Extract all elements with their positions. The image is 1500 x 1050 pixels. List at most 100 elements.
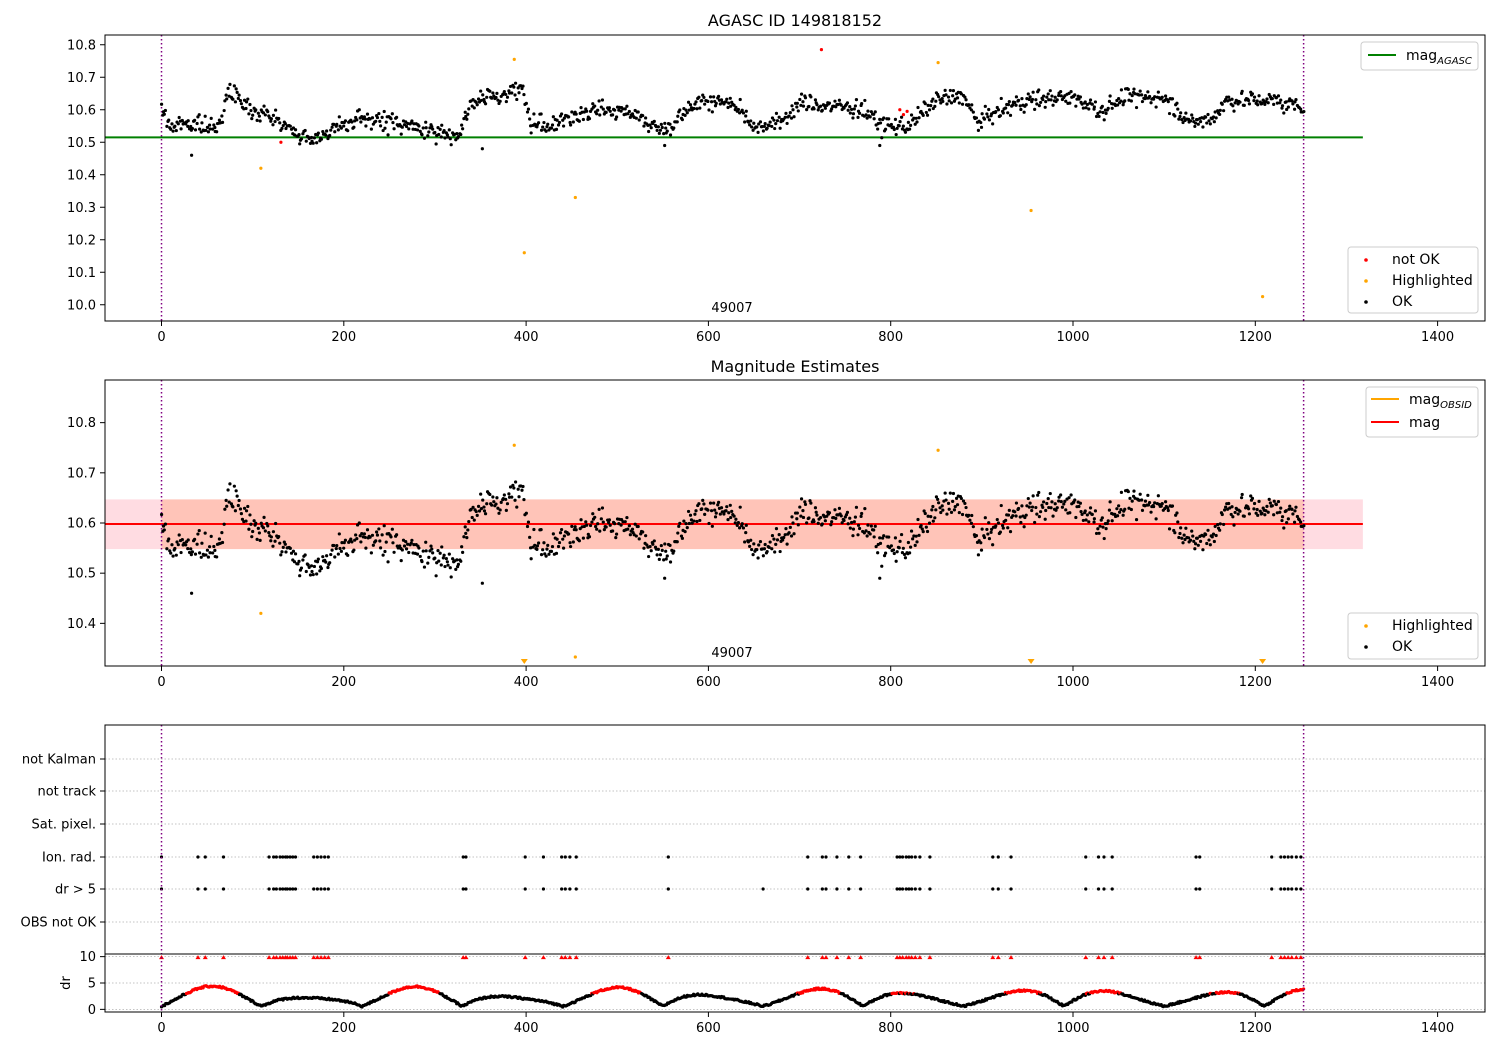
ok-point xyxy=(309,564,314,568)
ok-point xyxy=(186,547,190,551)
ok-point xyxy=(682,519,686,523)
ok-point xyxy=(507,91,512,95)
ok-point xyxy=(1022,110,1026,114)
ok-point xyxy=(680,536,684,540)
ok-point xyxy=(889,544,893,548)
dr-clipped-marker xyxy=(202,955,208,960)
ok-point xyxy=(333,555,337,559)
ok-point xyxy=(556,544,561,549)
ok-point xyxy=(595,112,599,116)
ok-point xyxy=(196,532,200,536)
ok-point xyxy=(296,562,300,566)
dr-gt5-flag xyxy=(1282,887,1287,891)
y-tick-label: 10.7 xyxy=(67,466,96,481)
ok-point xyxy=(795,105,799,109)
ok-point xyxy=(269,539,273,543)
ok-point xyxy=(1291,512,1295,516)
ok-point xyxy=(994,110,998,114)
ok-point xyxy=(283,121,287,126)
ok-point xyxy=(856,115,860,119)
ok-point xyxy=(908,551,912,555)
ok-point xyxy=(955,503,960,507)
ok-point xyxy=(706,508,710,512)
ok-point xyxy=(462,117,466,121)
ok-point xyxy=(271,544,275,548)
ok-point xyxy=(293,128,298,132)
ok-point xyxy=(1093,509,1098,513)
ok-point xyxy=(683,530,687,534)
ok-point xyxy=(651,542,655,546)
ok-point xyxy=(900,551,905,555)
ok-point xyxy=(1073,498,1077,502)
ok-point xyxy=(937,95,941,99)
ok-point xyxy=(179,127,183,131)
ok-point xyxy=(244,106,248,111)
ok-point xyxy=(906,540,910,545)
ok-point xyxy=(604,525,608,529)
ok-point xyxy=(1195,536,1199,540)
ok-point xyxy=(1280,518,1284,523)
ok-point xyxy=(658,128,663,132)
ok-point xyxy=(1160,95,1164,99)
ok-point xyxy=(209,534,213,538)
ok-point xyxy=(600,506,605,510)
x-tick-label: 600 xyxy=(696,330,721,345)
ok-point xyxy=(439,563,443,567)
ok-point xyxy=(421,549,425,553)
ok-point xyxy=(586,532,590,536)
x-tick-label: 1400 xyxy=(1421,1021,1454,1036)
ok-point xyxy=(402,123,407,127)
dr-clipped-marker xyxy=(665,955,671,960)
ok-point xyxy=(1119,99,1123,103)
panel-2-line-legend: magOBSID mag xyxy=(1365,386,1479,438)
ok-point xyxy=(442,129,446,133)
ok-point xyxy=(1224,505,1228,509)
ok-point xyxy=(700,507,704,511)
ok-point xyxy=(1119,507,1123,512)
not-ok-point xyxy=(279,140,283,144)
ok-point xyxy=(209,116,213,120)
ok-point xyxy=(1280,515,1285,519)
x-tick-label: 400 xyxy=(514,1021,539,1036)
ok-point xyxy=(722,512,726,516)
ok-point xyxy=(1290,507,1294,511)
ok-point xyxy=(269,119,273,123)
ok-point xyxy=(663,542,667,546)
ok-point xyxy=(535,547,539,551)
ok-point xyxy=(375,530,379,534)
ok-point xyxy=(1128,496,1132,500)
ok-point xyxy=(859,514,863,518)
ok-point xyxy=(328,133,332,138)
panel-2-point-legend: Highlighted OK xyxy=(1347,612,1479,660)
ok-point xyxy=(756,130,760,134)
clipped-value-marker xyxy=(520,659,528,664)
dr-gt5-flag xyxy=(1290,887,1294,891)
ok-point xyxy=(916,105,920,110)
ok-point xyxy=(477,509,482,513)
ok-point xyxy=(346,553,350,557)
ok-point xyxy=(1057,499,1061,503)
ok-point xyxy=(1276,499,1281,504)
ok-point xyxy=(1186,536,1191,540)
ok-point xyxy=(418,129,422,134)
ok-point xyxy=(949,510,954,514)
ok-point xyxy=(634,116,638,120)
dr-clipped-marker xyxy=(318,955,324,960)
ok-point xyxy=(964,505,968,510)
ok-point xyxy=(1266,510,1270,514)
ok-point xyxy=(1014,103,1018,107)
dr-clipped-marker xyxy=(834,955,840,960)
ok-point xyxy=(985,112,989,116)
highlighted-point xyxy=(522,251,526,255)
ok-point xyxy=(1210,535,1214,539)
ok-point xyxy=(508,485,513,489)
ok-point xyxy=(529,131,533,135)
dr-gt5-flag xyxy=(1102,887,1106,891)
dr-axis-label: dr xyxy=(59,976,74,990)
ok-point xyxy=(751,128,755,132)
ok-point xyxy=(289,551,294,555)
ok-point xyxy=(593,104,597,108)
ok-point xyxy=(447,128,451,132)
ion-rad-flag xyxy=(541,855,546,859)
ok-point xyxy=(752,542,756,546)
